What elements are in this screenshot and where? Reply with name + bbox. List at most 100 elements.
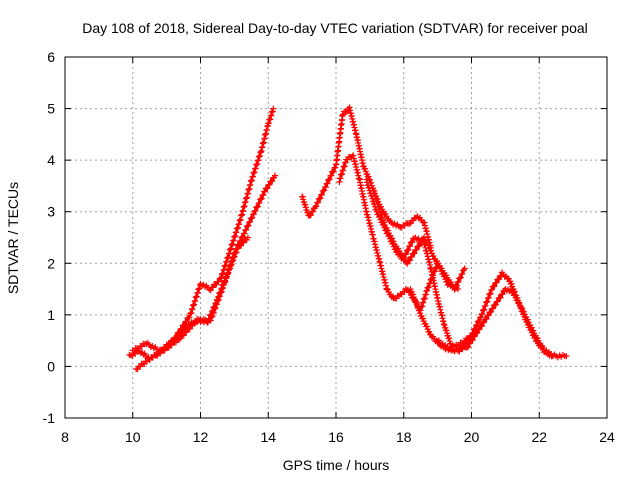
data-point [524, 316, 531, 323]
x-tick-label: 8 [61, 429, 69, 445]
data-point [186, 314, 193, 321]
data-point [208, 311, 215, 318]
series-track-c [133, 234, 251, 373]
data-point [270, 105, 277, 112]
data-point [404, 260, 411, 267]
data-point [317, 195, 324, 202]
data-point [217, 289, 224, 296]
data-point [256, 199, 263, 206]
data-point [411, 296, 418, 303]
data-point [459, 270, 466, 277]
data-point [416, 243, 423, 250]
y-tick-label: 5 [47, 101, 55, 117]
x-tick-label: 20 [464, 429, 480, 445]
data-point [413, 246, 420, 253]
data-point [511, 291, 518, 298]
data-point [206, 315, 213, 322]
data-point [393, 295, 400, 302]
data-point [343, 108, 350, 115]
data-point [230, 257, 237, 264]
y-tick-label: 3 [47, 204, 55, 220]
data-point [563, 353, 570, 360]
data-point [409, 238, 416, 245]
data-point [466, 340, 473, 347]
data-point [476, 317, 483, 324]
data-point [447, 279, 454, 286]
data-point [477, 314, 484, 321]
data-point [485, 312, 492, 319]
data-point [416, 307, 423, 314]
data-point [215, 278, 222, 285]
data-point [264, 185, 271, 192]
data-point [515, 299, 522, 306]
data-point [389, 235, 396, 242]
data-point [405, 246, 412, 253]
data-point [407, 286, 414, 293]
y-tick-label: 0 [47, 358, 55, 374]
data-point [241, 230, 248, 237]
data-point [384, 286, 391, 293]
data-point [534, 335, 541, 342]
data-point [227, 265, 234, 272]
data-point [453, 282, 460, 289]
data-point [494, 298, 501, 305]
data-point [478, 322, 485, 329]
data-point [443, 272, 450, 279]
data-point [258, 195, 265, 202]
x-tick-label: 16 [328, 429, 344, 445]
data-point [261, 188, 268, 195]
data-point [266, 181, 273, 188]
chart-title: Day 108 of 2018, Sidereal Day-to-day VTE… [82, 20, 588, 36]
data-point [432, 267, 439, 274]
x-axis-label: GPS time / hours [283, 457, 390, 473]
data-point [247, 218, 254, 225]
data-point [244, 234, 251, 241]
data-point [313, 203, 320, 210]
data-point [483, 315, 490, 322]
x-tick-label: 14 [260, 429, 276, 445]
y-axis-label: SDTVAR / TECUs [5, 182, 21, 294]
data-point [204, 319, 211, 326]
data-point [481, 306, 488, 313]
x-tick-label: 24 [599, 429, 615, 445]
data-point [269, 178, 276, 185]
data-point [239, 233, 246, 240]
data-point [218, 285, 225, 292]
data-point [473, 321, 480, 328]
data-point [215, 293, 222, 300]
data-point [382, 210, 389, 217]
data-point [309, 208, 316, 215]
data-point [134, 366, 141, 373]
data-point [344, 156, 351, 163]
data-point [272, 172, 279, 179]
data-point [438, 265, 445, 272]
data-point [413, 302, 420, 309]
data-point [410, 291, 417, 298]
data-point [492, 301, 499, 308]
x-tick-label: 12 [193, 429, 209, 445]
data-point [491, 283, 498, 290]
data-point [401, 254, 408, 261]
data-point [499, 291, 506, 298]
data-point [321, 187, 328, 194]
data-point [426, 328, 433, 335]
data-point [322, 184, 329, 191]
data-point [183, 329, 190, 336]
data-point [362, 165, 369, 172]
data-point [318, 191, 325, 198]
data-point [223, 273, 230, 280]
data-point [425, 284, 432, 291]
data-point [222, 277, 229, 284]
data-point [180, 332, 187, 339]
y-tick-label: 1 [47, 307, 55, 323]
data-point [508, 280, 515, 287]
data-point [252, 207, 259, 214]
data-point [145, 355, 152, 362]
data-point [408, 288, 415, 295]
data-point [528, 324, 535, 331]
data-point [395, 245, 402, 252]
data-point [488, 308, 495, 315]
data-point [137, 363, 144, 370]
